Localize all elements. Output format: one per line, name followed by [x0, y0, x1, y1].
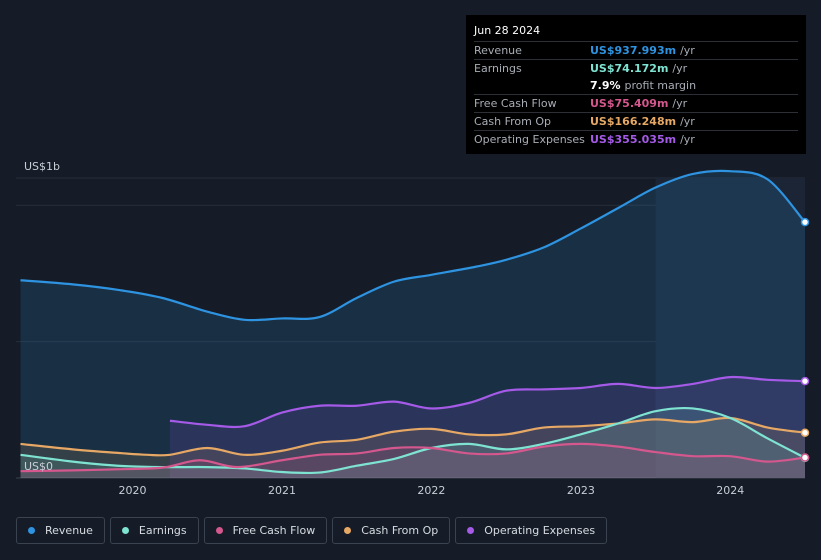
y-axis-top-label: US$1b	[24, 160, 60, 173]
tooltip-row-value: US$74.172m	[590, 62, 669, 75]
tooltip-row: Operating Expenses US$355.035m/yr	[474, 130, 798, 148]
line-operating-expenses	[169, 375, 806, 429]
tooltip-row-label: Free Cash Flow	[474, 97, 557, 110]
tooltip-row-unit: /yr	[680, 44, 695, 57]
x-tick-label: 2020	[119, 484, 147, 497]
series-lines	[20, 169, 806, 475]
legend-dot-icon	[344, 527, 352, 534]
tooltip-row: 7.9% profit margin	[474, 77, 798, 94]
tooltip-row-value: US$166.248m	[590, 115, 677, 128]
y-axis-bottom-label: US$0	[24, 460, 53, 473]
area-revenue	[20, 170, 805, 478]
tooltip-row-unit: /yr	[672, 62, 688, 75]
tooltip-row: Revenue US$937.993m/yr	[474, 41, 798, 59]
area-operating-expenses	[169, 376, 805, 478]
tooltip-row-unit: /yr	[680, 115, 695, 128]
tooltip-row-value: US$355.035m	[590, 133, 677, 146]
x-tick-label: 2022	[417, 484, 445, 497]
x-axis-ticks: 2020 2021 2022 2023 2024	[119, 484, 745, 497]
legend-label: Cash From Op	[361, 524, 439, 537]
tooltip-row-value: US$75.409m	[590, 97, 669, 110]
tooltip-row-label: Earnings	[474, 62, 522, 75]
legend-dot-icon	[28, 527, 35, 534]
legend-label: Earnings	[138, 524, 187, 537]
tooltip-row-label	[474, 77, 590, 94]
forecast-band	[655, 178, 805, 478]
x-tick-label: 2023	[567, 484, 595, 497]
tooltip-row-value: 7.9%	[590, 79, 621, 92]
legend-item-operating-expenses[interactable]: Operating Expenses	[455, 517, 608, 544]
legend-label: Operating Expenses	[484, 524, 596, 537]
area-free-cash-flow	[20, 443, 805, 478]
legend-item-revenue[interactable]: Revenue	[16, 517, 105, 544]
tooltip-date: Jun 28 2024	[474, 24, 541, 37]
legend-label: Free Cash Flow	[232, 524, 316, 537]
end-dot-cash-from-op	[800, 428, 810, 437]
area-earnings	[20, 408, 805, 478]
chart-legend: Revenue Earnings Free Cash Flow Cash From O…	[16, 517, 608, 544]
tooltip-rows: Revenue US$937.993m/yr Earnings US$74.172m /…	[474, 41, 798, 148]
end-dot-operating-expenses	[800, 376, 810, 386]
line-revenue	[20, 169, 806, 322]
legend-item-cash-from-op[interactable]: Cash From Op	[332, 517, 451, 544]
tooltip-panel: Jun 28 2024 Revenue US$937.993m/yr Earning…	[466, 15, 806, 154]
chart-canvas: US$1b US$0 2020 2021 2022 2023 2024	[16, 160, 810, 497]
tooltip-row: Cash From Op US$166.248m/yr	[474, 112, 798, 130]
tooltip-row-value: US$937.993m	[590, 44, 677, 57]
tooltip-row: Free Cash Flow US$75.409m/yr	[474, 94, 798, 112]
legend-dot-icon	[215, 527, 223, 534]
tooltip-row: Earnings US$74.172m/yr	[474, 59, 798, 77]
line-cash-from-op	[20, 416, 806, 457]
tooltip-row-unit: /yr	[680, 133, 695, 146]
legend-label: Revenue	[45, 524, 93, 537]
end-dot-revenue	[800, 217, 810, 227]
legend-dot-icon	[467, 527, 475, 534]
tooltip-row-label: Operating Expenses	[474, 133, 585, 146]
line-free-cash-flow	[20, 442, 806, 473]
tooltip-row-label: Cash From Op	[474, 115, 552, 128]
legend-dot-icon	[121, 527, 129, 534]
legend-item-free-cash-flow[interactable]: Free Cash Flow	[203, 517, 328, 544]
series-end-dots	[800, 217, 810, 463]
x-tick-label: 2024	[716, 484, 744, 497]
series-areas	[20, 170, 805, 478]
tooltip-row-unit: profit margin	[624, 79, 697, 92]
legend-item-earnings[interactable]: Earnings	[109, 517, 199, 544]
tooltip-row-label: Revenue	[474, 44, 522, 57]
end-dot-free-cash-flow	[800, 453, 810, 462]
tooltip-row-unit: /yr	[672, 97, 688, 110]
x-tick-label: 2021	[268, 484, 296, 497]
